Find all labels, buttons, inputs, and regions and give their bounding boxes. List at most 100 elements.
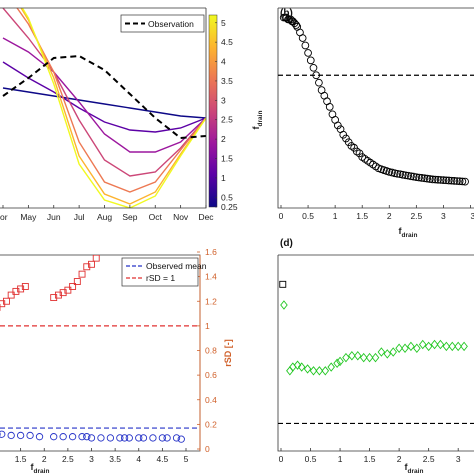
data-point-diamond-d (336, 356, 344, 367)
colorbar-tick-label: 2 (221, 134, 226, 144)
series-line-f-1 (2, 61, 206, 133)
data-point-circle-c (26, 431, 34, 440)
data-point-b (390, 169, 399, 178)
xtick-label-c: 2 (42, 454, 47, 464)
xtick-label-c: 1.5 (15, 454, 27, 464)
panel-c: 1.5 2 2.5 3 3.5 4 4.5 5 0 0.2 0.4 0.6 0.8 1 1.2 1.4 1.6 r… (0, 247, 233, 474)
data-point-diamond-d (359, 352, 368, 363)
data-point-square-c (92, 255, 100, 262)
data-point-b (444, 176, 453, 185)
data-point-circle-c (97, 434, 105, 442)
xtick-label-c: 3 (89, 454, 94, 464)
axes-frame-d (277, 255, 474, 452)
data-point-circle-c (116, 434, 124, 442)
xtick-label-c: 3.5 (109, 454, 121, 464)
colorbar-tick-label: 1 (221, 173, 226, 183)
data-point-circle-c (106, 434, 115, 442)
data-point-circle-c (135, 434, 143, 442)
xtick-label-d: 1 (338, 454, 343, 464)
data-point-b (396, 170, 404, 179)
data-point-circle-c (125, 434, 133, 442)
xtick-label-d: 3 (456, 454, 461, 464)
legend-a: Observation (120, 14, 205, 33)
data-point-diamond-d (348, 351, 356, 361)
data-point-circle-c (177, 435, 185, 443)
data-point-circle-c (7, 431, 15, 440)
xtick-label-b: 0 (279, 211, 284, 221)
data-point-diamond-d (297, 362, 306, 372)
xtick-label-a: Nov (173, 212, 189, 222)
series-line-f-5 (21, 8, 206, 208)
data-point-b (420, 174, 429, 183)
observation-line (2, 54, 206, 140)
xtick-label-d: 1.5 (364, 454, 376, 464)
data-point-circle-c (139, 434, 148, 442)
data-point-b (306, 56, 315, 65)
x-axis-label-b: fdrain (399, 226, 418, 239)
panel-label-d: (d) (280, 238, 293, 249)
data-point-square-c (83, 263, 91, 271)
xtick-label-a: Sep (122, 212, 137, 222)
data-point-b (385, 168, 394, 176)
data-point-b (442, 176, 450, 185)
xtick-label-c: 4 (136, 454, 141, 464)
data-point-square-c (2, 297, 10, 305)
xtick-label-a: Jun (47, 212, 61, 222)
data-point-diamond-d (383, 349, 392, 359)
data-point-b (431, 175, 440, 184)
y2tick-label-c: 1.2 (205, 296, 217, 306)
data-point-square-c (64, 286, 72, 294)
data-point-b (325, 103, 334, 111)
data-point-square-c (78, 270, 86, 278)
xtick-label-a: Dec (198, 212, 214, 222)
data-point-circle-c (158, 434, 167, 442)
data-point-diamond-d (389, 347, 397, 357)
data-point-b (412, 173, 421, 182)
colorbar: 5 4.5 4 3.5 3 2.5 2 1.5 1 0.50.25 fdrain (208, 14, 264, 212)
legend-box-c (121, 257, 199, 287)
data-point-diamond-d (354, 351, 362, 361)
panel-b: 0 0.5 1 1.5 2 2.5 3 3. fdrain (b) (277, 7, 474, 239)
data-point-diamond-d (460, 341, 468, 352)
colorbar-tick-label: 0.25 (221, 202, 238, 212)
xtick-label-a: or (0, 212, 8, 222)
data-point-circle-c (172, 434, 181, 442)
data-point-circle-c (120, 434, 129, 442)
data-point-b (409, 172, 418, 181)
x-axis-label-c: fdrain (31, 462, 50, 474)
data-point-b (455, 177, 464, 186)
xtick-label-d: 2.5 (423, 454, 435, 464)
data-point-b (304, 49, 312, 57)
data-point-b (461, 177, 469, 186)
data-point-diamond-d (418, 339, 427, 350)
y2tick-label-c: 0.8 (205, 346, 217, 356)
data-point-square-c (17, 285, 25, 293)
data-point-b (415, 173, 423, 182)
data-point-b (309, 63, 318, 72)
data-point-diamond-d (303, 364, 312, 374)
xtick-label-b: 1 (333, 211, 338, 221)
colorbar-tick-label: 3.5 (221, 76, 233, 86)
data-point-diamond-d (342, 352, 350, 363)
data-point-square-c (12, 287, 20, 295)
data-point-b (292, 21, 301, 29)
data-point-b (315, 78, 323, 87)
data-point-b (417, 174, 426, 182)
xtick-label-d: 0 (279, 454, 284, 464)
plot-area-d (278, 280, 474, 425)
xtick-label-b: 3. (470, 211, 474, 221)
data-point-b (423, 174, 432, 183)
series-line-f-2.5 (2, 8, 206, 177)
xtick-label-b: 3 (441, 211, 446, 221)
data-point-diamond-d (309, 366, 318, 376)
axes-frame-a (0, 8, 207, 209)
data-point-b (298, 34, 307, 42)
series-line-f-1.5 (2, 37, 206, 153)
data-point-circle-c (35, 433, 44, 441)
data-point-b (439, 176, 448, 184)
legend-c: Observed mean rSD = 1 (121, 257, 207, 287)
xtick-label-b: 2.5 (410, 211, 422, 221)
data-point-circle-c (83, 433, 91, 441)
data-point-square-d (279, 280, 287, 288)
